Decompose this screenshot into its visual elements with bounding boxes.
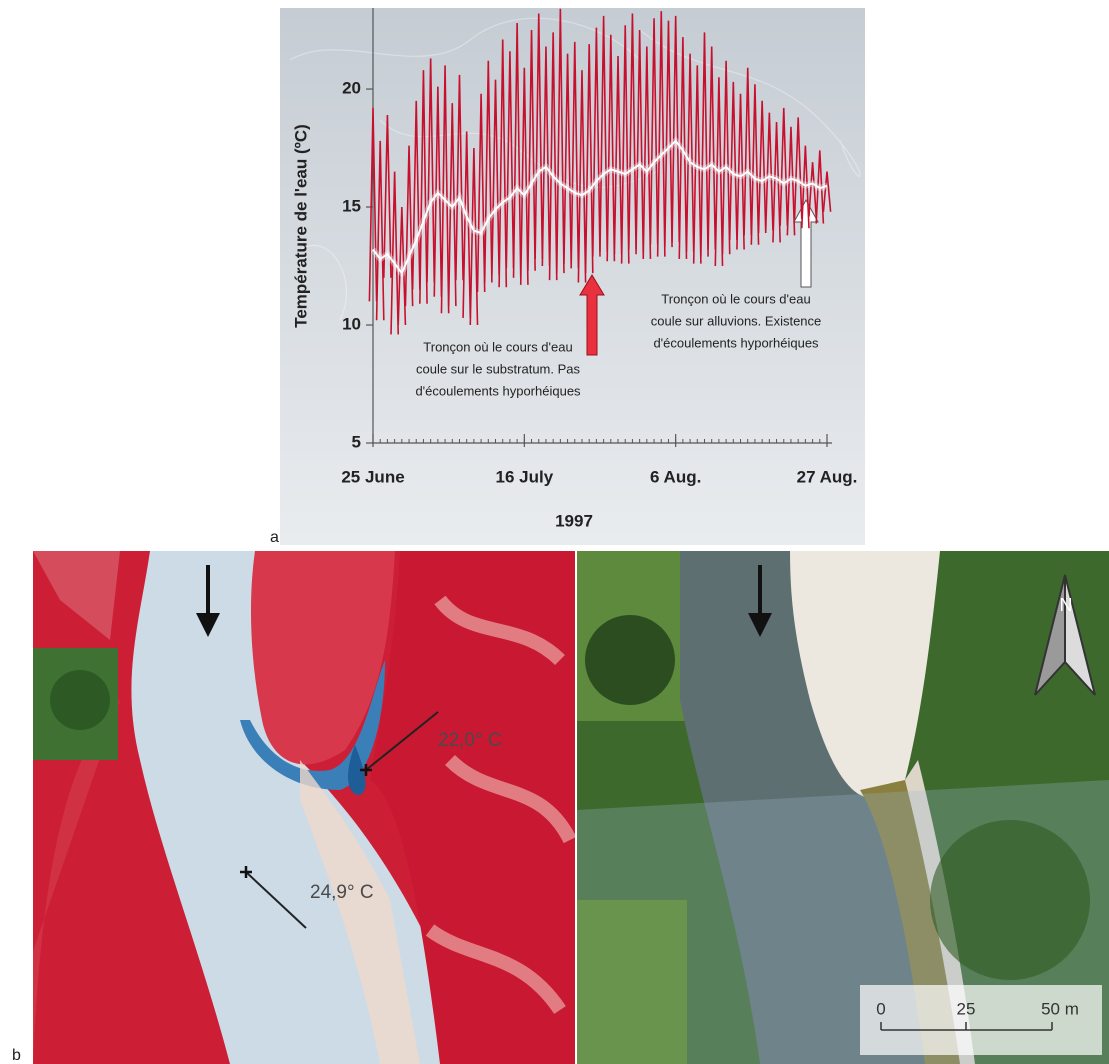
daily-range [447, 103, 457, 307]
scale-box [860, 985, 1102, 1055]
x-tick-label: 25 June [341, 467, 404, 486]
daily-range [383, 114, 392, 278]
daily-range [613, 55, 623, 255]
mean-line [372, 139, 828, 276]
y-tick-label: 5 [352, 432, 361, 451]
crosshair [240, 866, 252, 878]
white-arrow [793, 198, 819, 288]
daily-range [476, 93, 486, 292]
daily-range [620, 25, 630, 264]
daily-range [591, 27, 601, 257]
x-tick-label: 27 Aug. [797, 467, 858, 486]
crosshair [360, 764, 372, 776]
daily-range [800, 145, 810, 229]
temperature-label: 22,0° C [438, 730, 502, 751]
daily-range [808, 162, 817, 217]
daily-range [772, 122, 781, 243]
daily-range [462, 131, 472, 318]
daily-range [714, 77, 724, 267]
daily-range [822, 171, 832, 212]
daily-range [721, 60, 731, 255]
north-label: N [1060, 595, 1073, 615]
daily-range [541, 46, 551, 267]
annotation: coule sur alluvions. Existence [651, 313, 822, 328]
y-tick-label: 15 [342, 197, 361, 216]
plot: 5 10 15 20 25 June 16 July 6 Aug. 27 Aug. [341, 8, 858, 486]
x-tick-label: 16 July [496, 467, 554, 486]
annotation: Tronçon où le cours d'eau [423, 339, 572, 354]
daily-range [368, 107, 378, 302]
annotation: d'écoulements hyporhéiques [415, 383, 581, 398]
daily-range [519, 67, 529, 285]
daily-range [664, 20, 673, 248]
daily-range [433, 86, 443, 297]
y-tick-label: 20 [342, 79, 361, 98]
y-axis-title: Température de l'eau (ºC) [291, 124, 310, 328]
scale-label: 0 [876, 999, 885, 1018]
daily-range [700, 32, 709, 257]
daily-range [527, 30, 536, 271]
daily-range [671, 15, 681, 243]
scale-label: 50 m [1041, 999, 1079, 1018]
daily-range [455, 74, 464, 281]
daily-range [563, 53, 572, 264]
leader-line [365, 711, 439, 771]
red-arrow [579, 274, 605, 356]
north-arrow [1064, 574, 1096, 696]
daily-range [678, 37, 688, 259]
x-tick-label: 6 Aug. [650, 467, 701, 486]
daily-range [757, 100, 767, 234]
daily-range [815, 150, 825, 224]
daily-range [584, 44, 594, 274]
background-contours [289, 17, 861, 321]
daily-range [440, 65, 450, 314]
daily-range [390, 171, 400, 335]
y-tick-label: 10 [342, 314, 361, 333]
temperature-label: 24,9° C [310, 882, 374, 903]
daily-range [606, 34, 616, 262]
daily-range [779, 107, 789, 226]
daily-range [728, 81, 738, 241]
daily-range [786, 126, 796, 236]
daily-range [411, 100, 421, 290]
daily-range [692, 65, 702, 264]
annotation: Tronçon où le cours d'eau [661, 291, 810, 306]
daily-range [764, 112, 774, 231]
daily-range [736, 93, 745, 250]
daily-range [642, 46, 652, 259]
daily-range [707, 46, 717, 250]
daily-range [375, 140, 385, 321]
panel-label: a [270, 529, 279, 546]
daily-range [750, 84, 760, 245]
daily-range [649, 18, 659, 245]
annotation: coule sur le substratum. Pas [416, 361, 581, 376]
panel-label: b [12, 1047, 21, 1064]
daily-range [793, 117, 803, 219]
daily-range [635, 30, 645, 255]
daily-range [483, 60, 493, 283]
scale-bar [880, 1022, 1053, 1031]
scale-label: 25 [957, 999, 976, 1018]
daily-range [397, 206, 407, 326]
daily-range [548, 32, 558, 281]
leader-line [245, 871, 307, 929]
daily-range [491, 79, 500, 276]
annotation: d'écoulements hyporhéiques [653, 335, 819, 350]
x-axis-title: 1997 [555, 511, 593, 530]
thermal-image [33, 551, 575, 1064]
daily-range [685, 53, 695, 252]
daily-range [743, 67, 753, 236]
daily-range [469, 148, 479, 326]
daily-range [656, 11, 666, 257]
daily-range [577, 70, 587, 283]
